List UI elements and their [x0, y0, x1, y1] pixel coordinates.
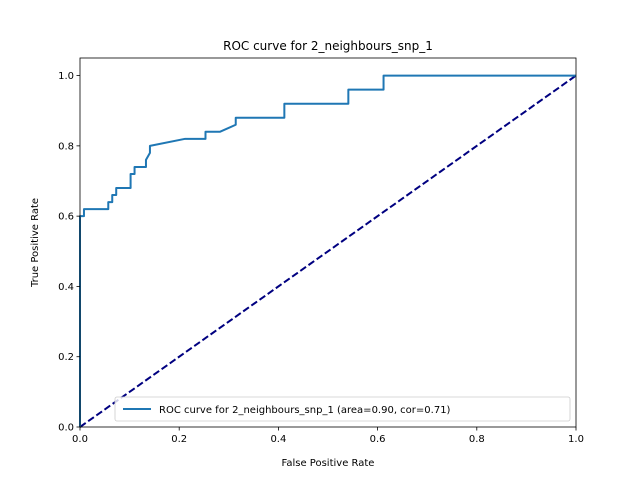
- legend-box: [114, 396, 571, 422]
- x-tick-label: 0.6: [370, 434, 386, 445]
- y-tick-label: 0.8: [58, 141, 74, 152]
- y-axis-label: True Positive Rate: [30, 198, 41, 288]
- chart-title: ROC curve for 2_neighbours_snp_1: [223, 39, 433, 53]
- x-tick-label: 1.0: [568, 434, 584, 445]
- x-tick-label: 0.8: [469, 434, 485, 445]
- y-tick-label: 0.6: [58, 212, 74, 223]
- y-tick-label: 0.0: [58, 423, 74, 434]
- plot-area: [80, 58, 576, 427]
- y-tick-label: 0.4: [58, 282, 74, 293]
- legend-label: ROC curve for 2_neighbours_snp_1 (area=0…: [159, 405, 451, 416]
- x-axis-label: False Positive Rate: [282, 458, 375, 469]
- axes-layer: 0.0 0.2 0.4 0.6 0.8 1.0 0.0 0.2 0.4 0.6 0.8 1.0: [58, 71, 584, 445]
- marks-layer: [79, 74, 577, 428]
- x-tick-label: 0.0: [72, 434, 88, 445]
- y-tick-label: 1.0: [58, 71, 74, 82]
- plot-frame: [79, 57, 577, 428]
- y-tick-label: 0.2: [58, 352, 74, 363]
- legend: ROC curve for 2_neighbours_snp_1 (area=0…: [114, 396, 571, 422]
- chance-line: [79, 74, 577, 428]
- x-tick-label: 0.4: [270, 434, 286, 445]
- roc-curve-line: [79, 74, 576, 427]
- x-tick-label: 0.2: [171, 434, 187, 445]
